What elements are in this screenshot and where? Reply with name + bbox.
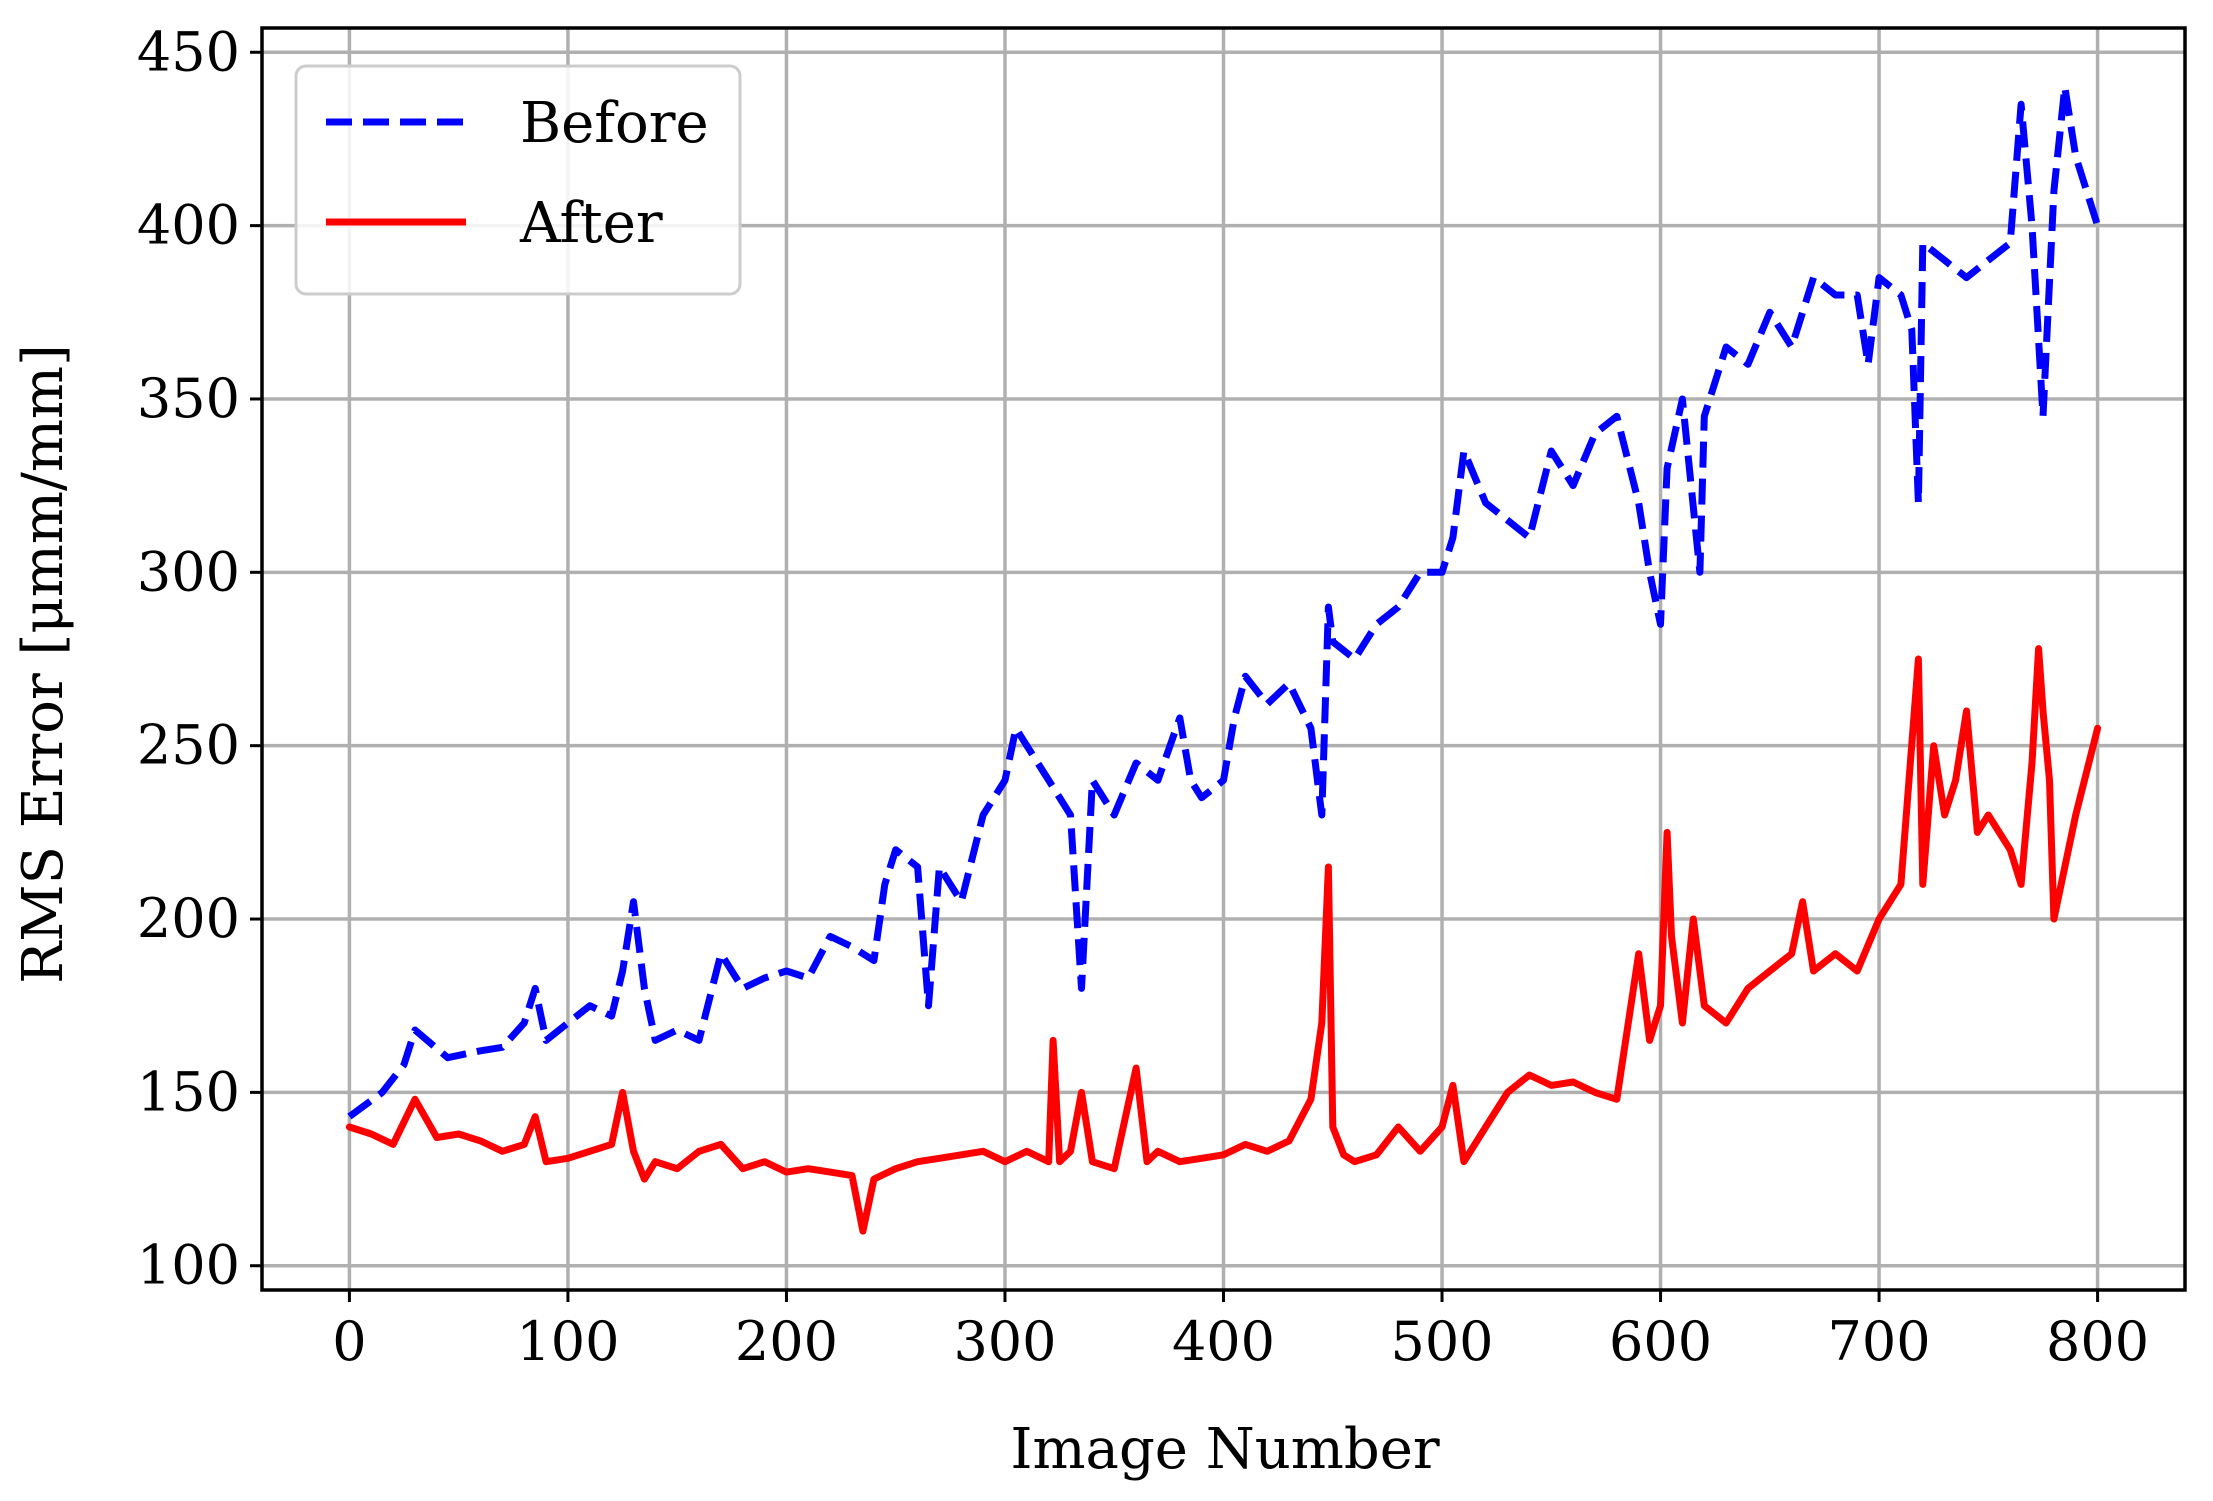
series-lines (345, 83, 2102, 1235)
y-tick-label: 350 (137, 367, 240, 430)
y-tick-label: 450 (137, 20, 240, 83)
x-tick-label: 600 (1609, 1310, 1712, 1373)
x-axis-label: Image Number (1010, 1417, 1440, 1482)
y-tick-label: 300 (137, 540, 240, 603)
legend-label-before: Before (520, 91, 709, 156)
x-tick-label: 400 (1172, 1310, 1275, 1373)
x-tick-label: 700 (1828, 1310, 1931, 1373)
y-tick-label: 400 (137, 194, 240, 257)
x-tick-label: 500 (1390, 1310, 1493, 1373)
y-tick-label: 200 (137, 887, 240, 950)
y-tick-label: 250 (137, 714, 240, 777)
x-tick-label: 800 (2046, 1310, 2149, 1373)
axis-ticks: 0 100 200 300 400 500 600 700 800 100 150 200 250 300… (137, 20, 2149, 1373)
legend-label-after: After (519, 191, 663, 256)
series-line-after (345, 645, 2102, 1235)
y-tick-label: 100 (137, 1234, 240, 1297)
gridlines (262, 28, 2185, 1290)
y-tick-label: 150 (137, 1060, 240, 1123)
series-line-before (347, 83, 2101, 1120)
x-tick-label: 0 (332, 1310, 366, 1373)
x-tick-label: 100 (516, 1310, 619, 1373)
y-axis-label: RMS Error [μmm/mm] (11, 344, 76, 984)
legend: Before After (294, 64, 742, 296)
x-tick-label: 300 (953, 1310, 1056, 1373)
x-tick-label: 200 (735, 1310, 838, 1373)
